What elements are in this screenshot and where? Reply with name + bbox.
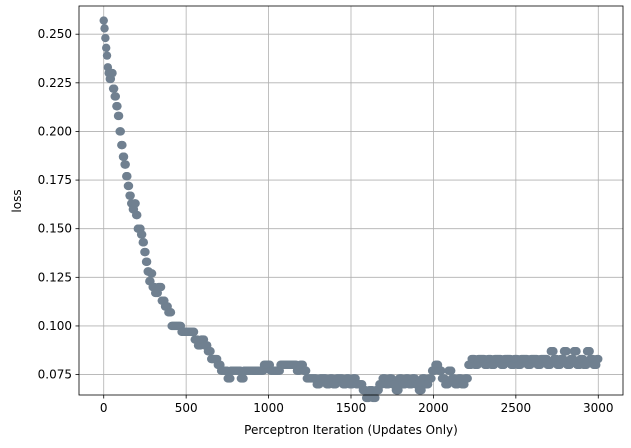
x-tick-label: 2000 [418,401,449,415]
data-point [133,210,142,220]
y-tick-label: 0.125 [38,270,72,284]
y-tick-label: 0.175 [38,173,72,187]
data-point [189,327,199,336]
y-tick-label: 0.075 [38,368,72,382]
data-point [371,393,380,403]
x-tick-label: 3000 [583,401,614,415]
data-point [119,152,129,161]
data-point [141,247,150,257]
data-point [549,347,558,356]
data-point [118,140,127,150]
data-point [113,101,122,111]
data-point [427,374,436,383]
data-point [206,347,215,356]
data-point [116,127,125,136]
data-point [108,68,117,78]
x-tick-label: 500 [175,401,198,415]
data-point [594,354,603,364]
y-axis-label: loss [10,189,24,212]
data-point [137,230,147,239]
data-point [447,366,456,375]
data-points-layer [99,16,603,403]
data-point [99,16,108,25]
data-point [142,257,152,266]
data-point [101,33,110,43]
data-point [124,181,134,191]
x-tick-label: 0 [100,401,108,415]
data-point [156,282,166,292]
y-tick-label: 0.225 [38,76,72,90]
data-point [126,191,135,200]
data-point [301,366,311,375]
data-point [100,24,109,33]
data-point [102,51,112,60]
data-point [463,374,472,383]
y-tick-label: 0.100 [38,319,72,333]
data-point [572,347,581,356]
data-point [562,347,571,356]
data-point [147,269,157,278]
y-tick-label: 0.250 [38,27,72,41]
data-point [585,347,594,356]
grid-layer [79,6,623,395]
x-tick-label: 1500 [336,401,367,415]
x-axis: 0 500 1000 1500 2000 2500 3000 [100,395,614,415]
data-point [239,374,248,383]
data-point [121,160,130,169]
data-point [139,238,149,247]
data-point [114,111,124,121]
data-point [109,84,119,93]
x-tick-label: 1000 [253,401,284,415]
data-point [437,366,446,375]
data-point [123,171,132,181]
y-axis: 0.075 0.100 0.125 0.150 0.175 0.200 0.225 0.250 [38,27,79,382]
data-point [111,92,121,101]
x-axis-label: Perceptron Iteration (Updates Only) [244,423,458,437]
data-point [131,199,140,208]
y-tick-label: 0.200 [38,124,72,138]
data-point [226,374,235,383]
data-point [102,43,111,53]
data-point [166,308,176,317]
x-tick-label: 2500 [501,401,532,415]
y-tick-label: 0.150 [38,222,72,236]
